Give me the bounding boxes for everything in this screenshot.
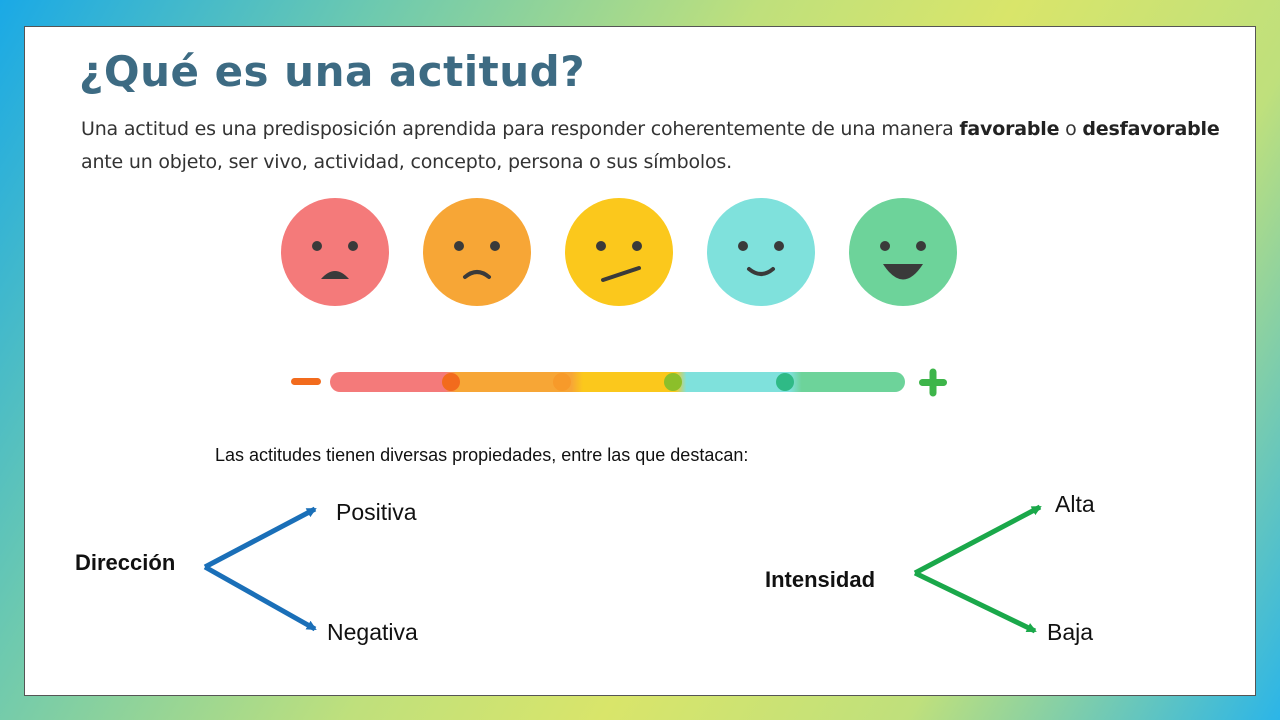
plus-icon (919, 368, 947, 397)
intensity-label: Intensidad (765, 567, 876, 592)
intro-bold-favorable: favorable (959, 118, 1060, 140)
very-sad-face-icon (281, 198, 389, 306)
page-title: ¿Qué es una actitud? (79, 47, 586, 96)
attitude-scale-illustration (281, 198, 957, 397)
arrow-to-negativa (203, 564, 317, 632)
minus-icon (291, 378, 321, 385)
arrow-to-alta (913, 504, 1042, 576)
slide: ¿Qué es una actitud? Una actitud es una … (24, 26, 1256, 696)
attitude-scale-bar (330, 372, 905, 392)
direction-positive-label: Positiva (336, 499, 417, 525)
direction-label: Dirección (75, 550, 176, 575)
sad-face-icon (423, 198, 531, 306)
arrow-to-baja (913, 570, 1037, 634)
happy-face-icon (849, 198, 957, 306)
intro-text-3: ante un objeto, ser vivo, actividad, con… (81, 151, 732, 173)
intro-paragraph: Una actitud es una predisposición aprend… (81, 113, 1241, 179)
direction-arrows (203, 506, 317, 632)
intensity-arrows (913, 504, 1042, 634)
intensity-high-label: Alta (1055, 491, 1095, 517)
smile-face-icon (707, 198, 815, 306)
neutral-face-icon (565, 198, 673, 306)
arrow-to-positiva (203, 506, 317, 570)
properties-intro: Las actitudes tienen diversas propiedade… (215, 445, 749, 465)
intro-text-1: Una actitud es una predisposición aprend… (81, 118, 960, 140)
intro-text-2: o (1059, 118, 1083, 140)
intro-bold-desfavorable: desfavorable (1082, 118, 1220, 140)
intensity-low-label: Baja (1047, 619, 1094, 645)
direction-negative-label: Negativa (327, 619, 418, 645)
